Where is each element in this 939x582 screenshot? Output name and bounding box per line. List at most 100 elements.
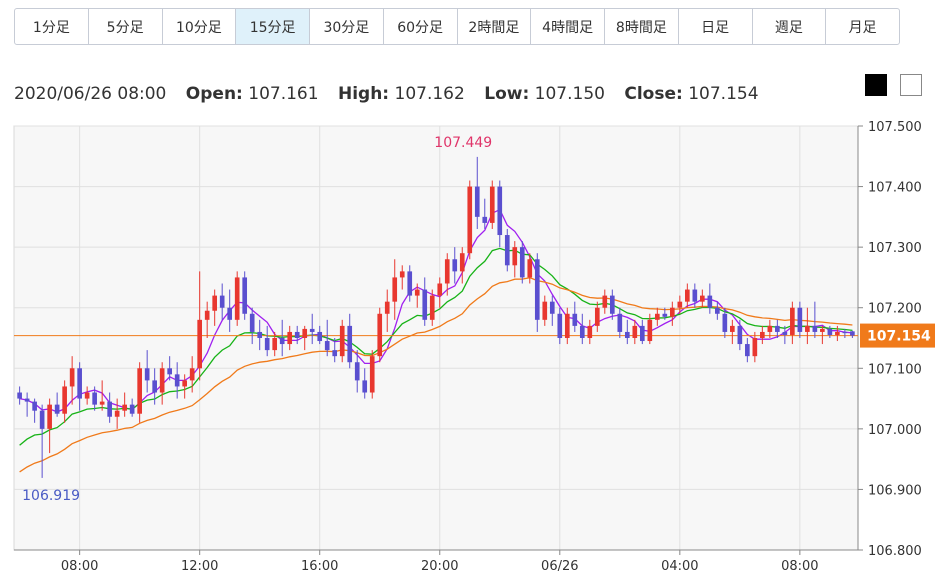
candle <box>114 398 120 429</box>
candle-body <box>760 331 765 338</box>
candle-body <box>512 247 518 266</box>
candle <box>602 289 608 314</box>
tab-2[interactable]: 10分足 <box>163 9 237 44</box>
candle-body <box>197 319 203 369</box>
candle-body <box>790 307 795 335</box>
candle-body <box>249 313 255 332</box>
candle-body <box>444 259 450 284</box>
candle <box>392 259 398 320</box>
candle <box>639 319 645 345</box>
candle <box>730 319 735 345</box>
candle-body <box>24 398 30 402</box>
candle-body <box>272 338 278 351</box>
candle-body <box>602 295 608 308</box>
candle-body <box>572 313 578 326</box>
candle-body <box>227 307 233 320</box>
light-theme-button[interactable] <box>900 74 922 96</box>
candle <box>287 325 293 351</box>
candle <box>257 319 263 351</box>
candle-body <box>107 401 112 417</box>
plot-area <box>13 125 859 551</box>
x-tick-label: 12:00 <box>181 559 218 574</box>
candle-body <box>647 319 653 342</box>
candle-body <box>745 344 750 357</box>
candle-body <box>182 380 188 387</box>
candle <box>707 283 713 314</box>
tab-7[interactable]: 4時間足 <box>531 9 605 44</box>
candle-body <box>842 331 848 334</box>
tab-6[interactable]: 2時間足 <box>458 9 532 44</box>
candle <box>99 380 105 411</box>
candle <box>362 368 368 399</box>
candle-body <box>429 295 435 320</box>
candle-body <box>144 368 150 381</box>
candle <box>407 265 413 302</box>
candle-body <box>662 313 668 317</box>
tab-10[interactable]: 週足 <box>753 9 827 44</box>
candle <box>775 319 780 338</box>
candle <box>182 374 188 399</box>
candle <box>662 307 668 320</box>
candle <box>752 331 758 363</box>
candle <box>159 362 165 405</box>
candle <box>414 283 420 308</box>
candle <box>47 398 52 454</box>
candle <box>242 271 248 320</box>
candle <box>32 398 37 423</box>
dark-theme-button[interactable] <box>865 74 887 96</box>
tab-0[interactable]: 1分足 <box>15 9 89 44</box>
candle <box>294 325 300 345</box>
candle-body <box>377 313 383 357</box>
x-tick-label: 16:00 <box>301 559 338 574</box>
x-tick-label: 06/26 <box>541 559 578 574</box>
candle-body <box>700 295 705 302</box>
candle-body <box>339 325 345 357</box>
candle-body <box>489 186 495 223</box>
candle-body <box>84 392 90 399</box>
candle-body <box>189 368 195 381</box>
open-label: Open: <box>185 84 243 104</box>
candle <box>197 271 203 381</box>
x-tick-label: 04:00 <box>661 559 698 574</box>
candle-body <box>152 380 157 393</box>
y-tick-label: 107.500 <box>868 120 922 135</box>
candle-body <box>775 325 780 332</box>
tab-8[interactable]: 8時間足 <box>605 9 679 44</box>
candle <box>835 325 840 342</box>
candle-body <box>557 313 563 338</box>
candle-body <box>129 404 135 414</box>
candle <box>594 301 600 332</box>
candle <box>557 307 563 345</box>
tab-3[interactable]: 15分足 <box>236 9 310 44</box>
candle <box>437 277 443 308</box>
candle <box>279 319 285 357</box>
tab-4[interactable]: 30分足 <box>310 9 384 44</box>
candle-body <box>212 295 218 311</box>
ma-mid-line <box>19 247 853 446</box>
candle-body <box>617 313 623 332</box>
candle-body <box>452 259 458 272</box>
candle <box>797 301 803 338</box>
candle <box>122 392 127 417</box>
candle <box>669 301 675 326</box>
low-value: 107.150 <box>534 84 605 104</box>
tab-9[interactable]: 日足 <box>679 9 753 44</box>
candle <box>467 180 473 260</box>
candle <box>107 392 112 423</box>
candle-body <box>782 331 788 335</box>
candle <box>332 338 338 363</box>
candle <box>204 301 210 338</box>
candle <box>212 289 218 326</box>
candle-body <box>850 331 855 336</box>
tab-11[interactable]: 月足 <box>848 19 877 36</box>
candle-body <box>579 325 585 338</box>
candle <box>842 328 848 338</box>
candle <box>144 350 150 393</box>
candle <box>534 253 540 332</box>
candle <box>632 319 638 345</box>
candle-body <box>752 338 758 357</box>
tab-1[interactable]: 5分足 <box>89 9 163 44</box>
candle <box>384 289 390 332</box>
tab-5[interactable]: 60分足 <box>384 9 458 44</box>
